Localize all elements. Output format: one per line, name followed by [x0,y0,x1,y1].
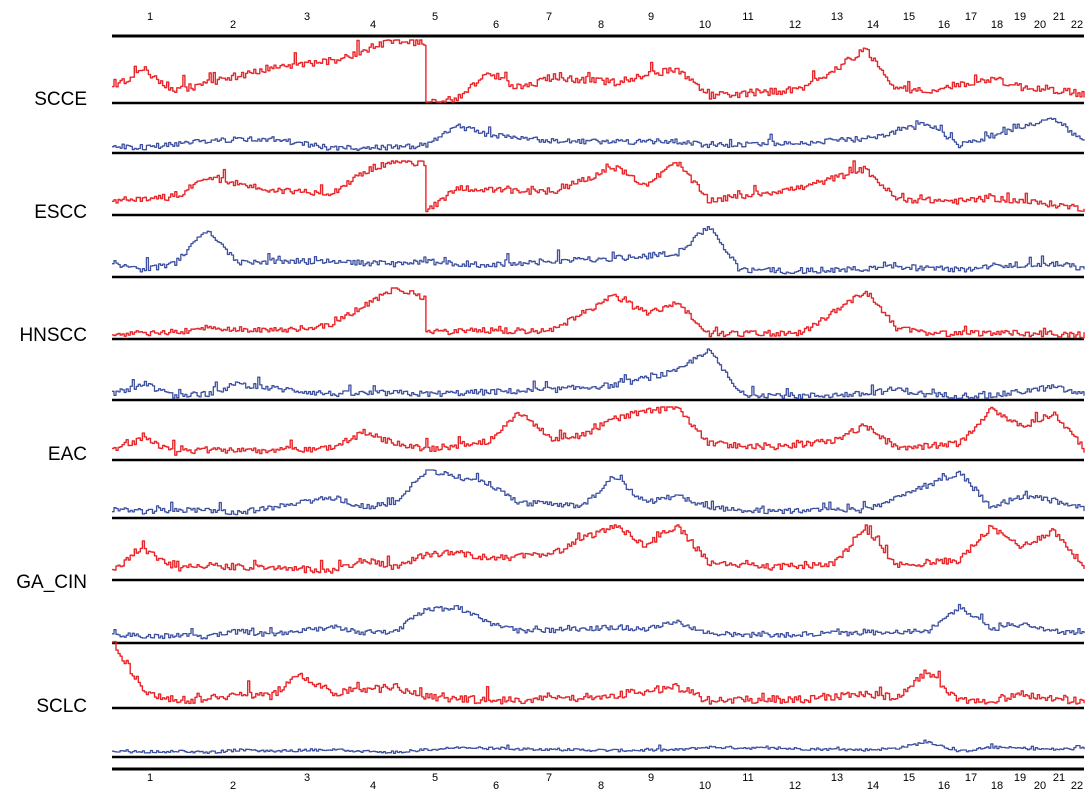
chromosome-label: 9 [648,772,654,784]
chromosome-label: 2 [230,19,236,31]
chromosome-label: 16 [938,780,950,792]
chromosome-label: 22 [1071,19,1083,31]
row-sclc: SCLC [36,640,1085,759]
loss-trace [112,469,1085,516]
row-label: GA_CIN [16,572,87,593]
chromosome-label: 17 [965,772,977,784]
chromosome-label: 8 [598,19,604,31]
row-label: ESCC [34,202,87,223]
row-label: SCLC [36,696,87,717]
chromosome-label: 22 [1071,780,1083,792]
chromosome-label: 8 [598,780,604,792]
chromosome-label: 1 [147,772,153,784]
chromosome-label: 4 [370,780,376,792]
chromosome-label: 1 [147,11,153,23]
chromosome-label: 6 [493,780,499,792]
chromosome-label: 3 [304,772,310,784]
loss-trace [112,117,1085,151]
cancer-type-rows: SCCE ESCC HNSCC EAC GA_CIN SCLC [16,39,1085,759]
chromosome-label: 11 [742,772,753,784]
gain-trace [112,160,1085,213]
row-label: EAC [48,444,87,465]
gain-trace [112,640,1085,705]
chromosome-label: 7 [546,11,552,23]
chromosome-label: 14 [867,780,879,792]
row-label: SCCE [34,89,87,110]
chromosome-label: 5 [432,772,438,784]
chromosome-label: 12 [789,780,801,792]
chromosome-label: 18 [991,19,1003,31]
row-escc: ESCC [34,160,1085,279]
loss-trace [112,739,1085,755]
gain-trace [112,406,1085,456]
chromosome-label: 13 [831,11,843,23]
row-ga-cin: GA_CIN [16,524,1085,645]
row-scce: SCCE [34,39,1085,155]
chromosome-label: 13 [831,772,843,784]
chromosome-label: 15 [903,772,915,784]
gain-trace [112,287,1085,339]
chromosome-label: 15 [903,11,915,23]
chromosome-label: 9 [648,11,654,23]
chromosome-label: 17 [965,11,977,23]
chromosome-label: 12 [789,19,801,31]
chromosome-label: 18 [991,780,1003,792]
chromosome-label: 5 [432,11,438,23]
chromosome-label: 6 [493,19,499,31]
chromosome-label: 20 [1034,780,1046,792]
chromosome-label: 19 [1014,772,1026,784]
gain-trace [112,524,1085,574]
chromosome-label: 20 [1034,19,1046,31]
row-label: HNSCC [19,325,87,346]
chromosome-label: 21 [1053,11,1065,23]
chromosome-label: 2 [230,780,236,792]
chromosome-label: 16 [938,19,950,31]
chromosome-label: 14 [867,19,879,31]
loss-trace [112,226,1085,275]
row-hnscc: HNSCC [19,287,1085,402]
chromosome-label: 21 [1053,772,1065,784]
chromosome-label: 10 [699,780,711,792]
chromosome-label: 19 [1014,11,1026,23]
chromosome-label: 10 [699,19,711,31]
chromosome-label: 3 [304,11,310,23]
row-eac: EAC [48,406,1085,520]
chromosome-label: 4 [370,19,376,31]
loss-trace [112,348,1085,400]
chromosome-label: 11 [742,11,753,23]
gain-trace [112,39,1085,103]
loss-trace [112,603,1085,640]
chromosome-label: 7 [546,772,552,784]
